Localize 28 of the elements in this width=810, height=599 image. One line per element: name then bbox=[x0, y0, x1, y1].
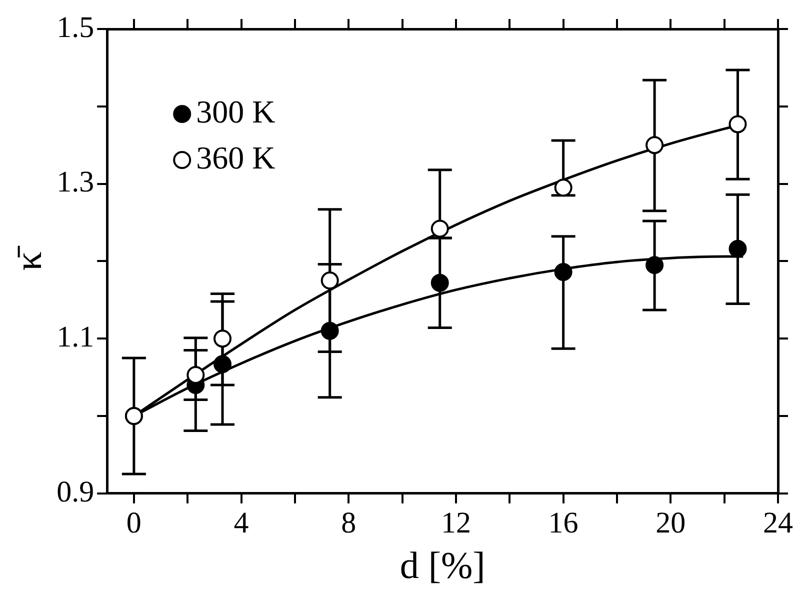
point bbox=[728, 115, 747, 134]
point bbox=[728, 240, 747, 258]
x-tick-label: 0 bbox=[126, 506, 142, 540]
x-tick-label: 24 bbox=[763, 506, 793, 540]
point bbox=[646, 256, 664, 274]
point bbox=[430, 274, 449, 292]
y-tick-label: 1.1 bbox=[56, 320, 94, 354]
point bbox=[186, 366, 205, 384]
point bbox=[213, 355, 232, 374]
legend-label: 300 K bbox=[196, 93, 276, 130]
point bbox=[646, 136, 664, 154]
point bbox=[213, 330, 232, 348]
point bbox=[430, 220, 449, 238]
point bbox=[554, 263, 572, 282]
point bbox=[554, 178, 572, 197]
x-tick-label: 16 bbox=[548, 506, 578, 540]
y-tick-label: 1.5 bbox=[56, 10, 94, 44]
x-tick-label: 20 bbox=[656, 506, 686, 540]
point bbox=[320, 322, 339, 340]
point bbox=[320, 272, 339, 290]
x-tick-label: 8 bbox=[341, 506, 356, 540]
x-axis-title: d [%] bbox=[400, 545, 486, 588]
y-tick-label: 0.9 bbox=[56, 475, 94, 508]
legend-label: 360 K bbox=[196, 139, 276, 176]
x-tick-label: 4 bbox=[234, 506, 249, 540]
y-axis-title: κ̄ bbox=[8, 246, 50, 271]
y-tick-label: 1.3 bbox=[56, 166, 94, 199]
x-tick-label: 12 bbox=[440, 506, 471, 540]
